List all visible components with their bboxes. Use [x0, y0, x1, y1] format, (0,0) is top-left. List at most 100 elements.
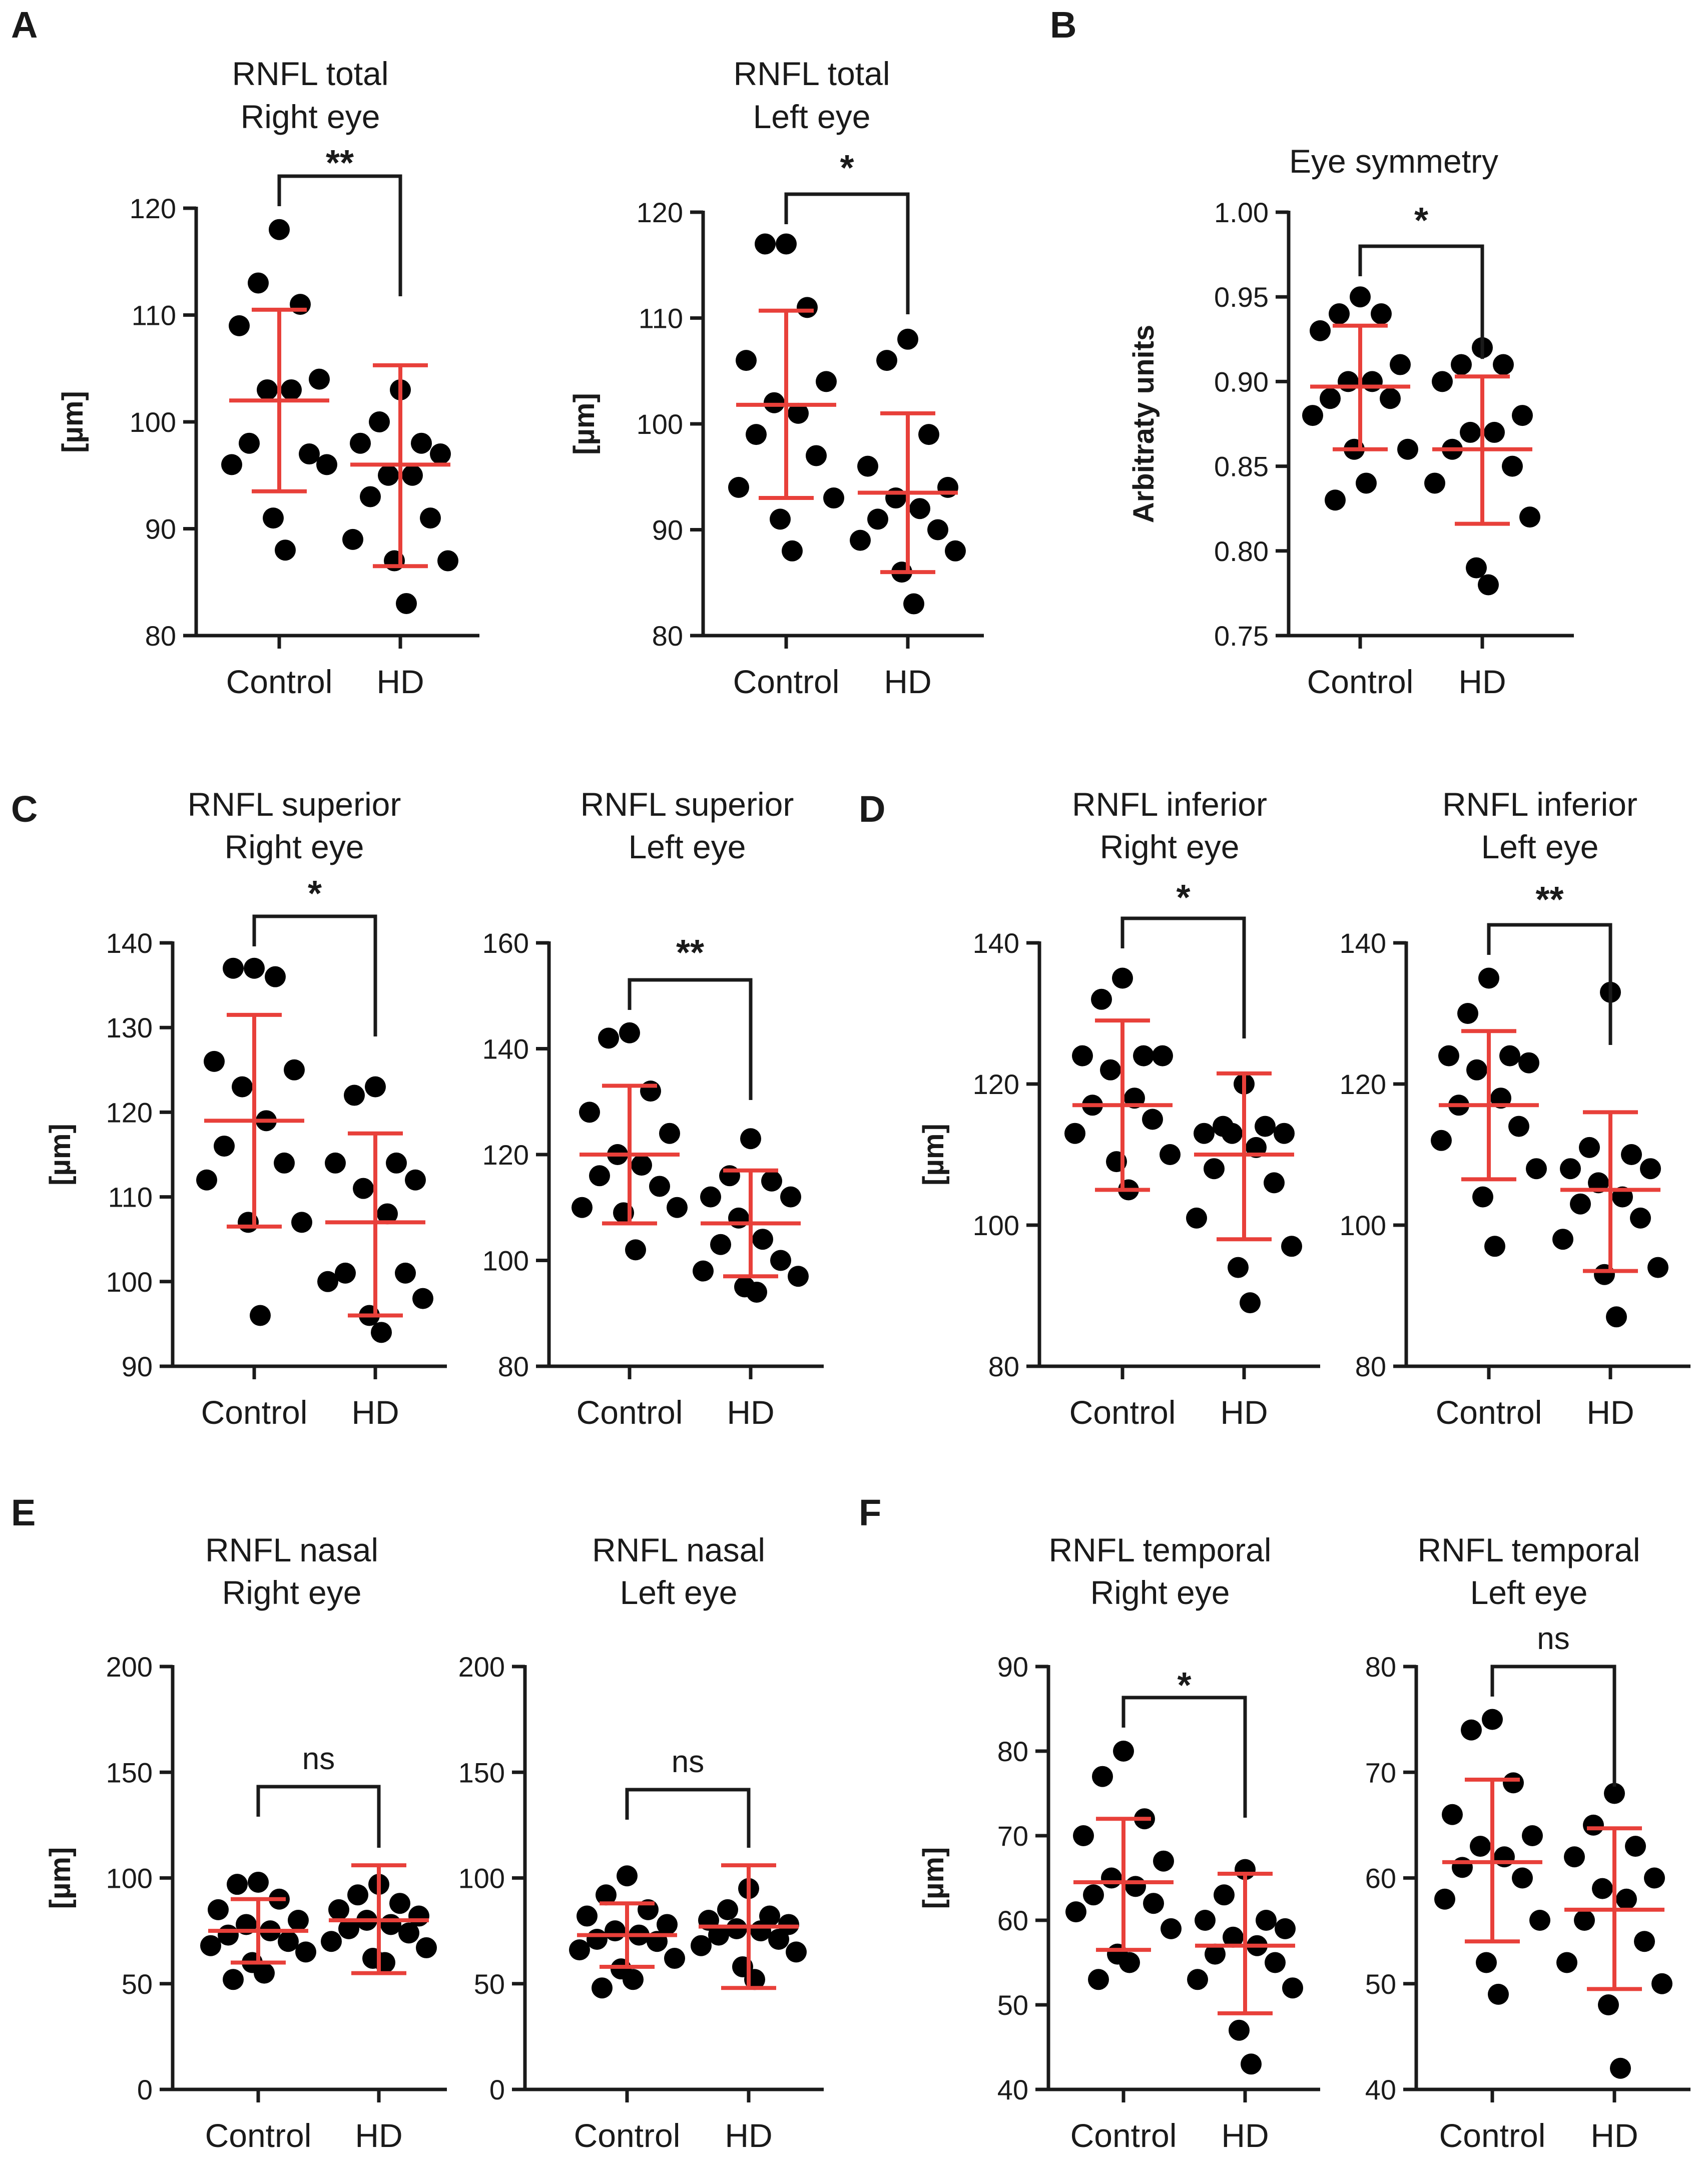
data-point [1100, 1059, 1121, 1080]
data-point [290, 294, 311, 315]
error-bar [1564, 1826, 1664, 1991]
data-point [746, 1281, 767, 1303]
y-tick-label: 50 [474, 1968, 505, 2000]
data-point [1461, 1719, 1482, 1741]
y-axis-label: [µm] [44, 1124, 77, 1186]
x-category-label: Control [733, 663, 840, 700]
data-point [360, 486, 381, 507]
chart-title-line: Right eye [225, 828, 364, 865]
data-point [1634, 1931, 1655, 1952]
group-hd [1186, 1071, 1302, 1314]
data-point [1484, 421, 1505, 443]
group-hd [1424, 337, 1540, 596]
data-point [1083, 1884, 1104, 1906]
y-tick-label: 50 [997, 1989, 1028, 2021]
y-tick-label: 90 [997, 1651, 1028, 1683]
y-tick-label: 100 [106, 1863, 153, 1894]
significance-label: ns [1537, 1622, 1569, 1656]
y-tick-label: 70 [1365, 1757, 1396, 1788]
data-point [778, 1914, 799, 1935]
y-tick-label: 90 [122, 1351, 153, 1382]
y-tick-label: 60 [997, 1905, 1028, 1936]
data-point [420, 507, 441, 529]
data-point [876, 350, 897, 371]
data-point [717, 1899, 738, 1920]
data-point [776, 233, 797, 255]
data-point [1282, 1977, 1303, 1999]
data-point [1161, 1918, 1182, 1939]
data-point [1460, 421, 1481, 443]
data-point [719, 1165, 740, 1187]
chart-title-line: Right eye [1090, 1574, 1230, 1611]
data-point [1241, 2053, 1262, 2075]
data-point [1204, 1158, 1225, 1180]
data-point [1431, 1130, 1452, 1151]
data-point [416, 1937, 437, 1958]
data-point [248, 272, 269, 294]
data-point [1564, 1846, 1585, 1868]
data-point [335, 1262, 356, 1284]
y-tick-label: 100 [106, 1266, 153, 1298]
data-point [254, 1962, 275, 1984]
data-point [1088, 1969, 1109, 1990]
data-point [281, 379, 302, 400]
significance-bracket [1120, 916, 1246, 1038]
chart-b: Eye symmetry 0.75 0.80 0.85 0.90 0.95 1.00 Cont… [1127, 143, 1574, 700]
data-point [1522, 1825, 1543, 1846]
y-tick-label: 80 [1355, 1351, 1386, 1382]
data-point [299, 443, 320, 465]
data-point [317, 1271, 338, 1292]
group-control [1302, 286, 1418, 511]
error-bar [736, 308, 836, 500]
data-point [250, 1305, 271, 1326]
chart-title-line: RNFL total [232, 55, 389, 92]
chart-e1: RNFL nasal Right eye 0 50 100 150 200 Control HD… [44, 1531, 447, 2154]
data-point [239, 432, 260, 454]
y-tick-label: 80 [997, 1736, 1028, 1767]
data-point [1112, 967, 1133, 989]
data-point [1380, 388, 1401, 409]
y-tick-label: 0.75 [1214, 620, 1269, 652]
data-point [619, 1022, 640, 1043]
y-tick-label: 120 [482, 1139, 529, 1171]
data-point [229, 315, 250, 336]
group-control [572, 1022, 688, 1261]
data-point [196, 1169, 217, 1191]
data-point [309, 368, 330, 390]
data-point [605, 1920, 626, 1942]
data-point [797, 297, 818, 318]
data-point [274, 1152, 295, 1174]
error-bar [701, 1168, 801, 1279]
data-point [1350, 286, 1371, 308]
significance-label: * [840, 148, 854, 188]
data-point [350, 432, 371, 454]
y-tick-label: 160 [482, 927, 529, 959]
data-point [1265, 1952, 1286, 1973]
group-hd [317, 1076, 433, 1343]
data-point [1434, 1888, 1455, 1910]
y-axis-label: [µm] [57, 391, 89, 453]
data-point [1222, 1123, 1243, 1144]
data-point [1610, 2057, 1631, 2079]
group-control [221, 219, 337, 561]
data-point [728, 476, 749, 498]
data-point [1143, 1893, 1164, 1914]
data-point [1142, 1109, 1163, 1130]
data-point [1194, 1123, 1215, 1144]
x-category-label: HD [727, 1394, 774, 1431]
chart-title-line: Left eye [1481, 828, 1599, 865]
data-point [1616, 1888, 1637, 1910]
data-point [377, 1203, 398, 1225]
y-tick-label: 110 [108, 1182, 153, 1213]
data-point [1529, 1910, 1550, 1931]
significance-bracket [252, 914, 377, 1036]
data-point [1256, 1910, 1277, 1931]
data-point [659, 1123, 680, 1144]
error-bar [699, 1863, 799, 1990]
chart-title-line: Eye symmetry [1289, 143, 1498, 180]
error-bar [580, 1084, 680, 1226]
y-tick-label: 100 [1340, 1210, 1386, 1241]
data-point [596, 1884, 617, 1906]
panel-letter-e: E [11, 1492, 36, 1533]
